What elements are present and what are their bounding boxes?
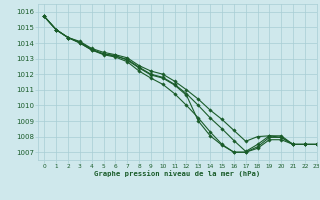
X-axis label: Graphe pression niveau de la mer (hPa): Graphe pression niveau de la mer (hPa) — [94, 171, 261, 177]
